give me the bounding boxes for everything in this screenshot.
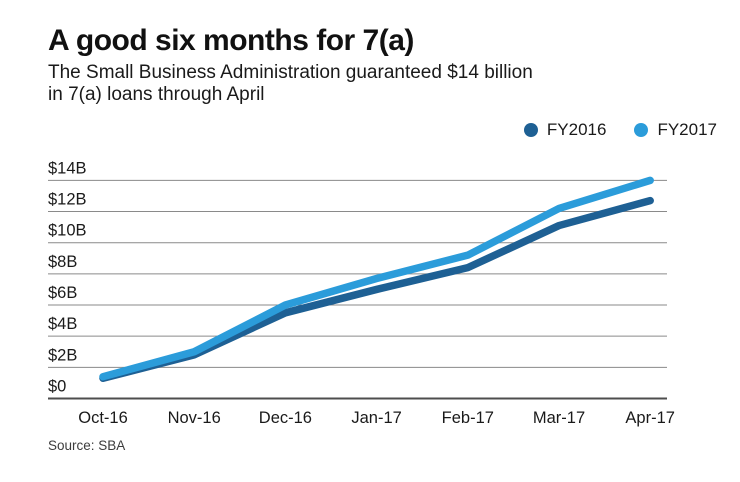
y-tick-label: $12B bbox=[48, 191, 87, 209]
chart-subtitle: The Small Business Administration guaran… bbox=[48, 62, 533, 106]
y-tick-label: $0 bbox=[48, 378, 66, 396]
y-tick-label: $6B bbox=[48, 284, 77, 302]
x-tick-label: Apr-17 bbox=[625, 409, 675, 427]
fy2016-dot-icon bbox=[523, 123, 538, 137]
legend-label-fy2017: FY2017 bbox=[657, 120, 717, 139]
y-gridlines bbox=[48, 179, 667, 400]
x-tick-label: Mar-17 bbox=[533, 409, 585, 427]
legend-label-fy2016: FY2016 bbox=[546, 120, 607, 139]
x-tick-label: Jan-17 bbox=[351, 409, 401, 427]
chart-legend: FY2016 FY2017 bbox=[523, 120, 717, 140]
y-axis-labels: $0 $2B $4B $6B $8B $10B $12B $14B bbox=[48, 159, 87, 395]
y-tick-label: $2B bbox=[48, 346, 77, 364]
y-tick-label: $14B bbox=[48, 159, 87, 177]
x-axis-labels: Oct-16 Nov-16 Dec-16 Jan-17 Feb-17 Mar-17 Apr-… bbox=[78, 409, 675, 427]
chart-subtitle-line1: The Small Business Administration guaran… bbox=[48, 62, 533, 83]
x-tick-label: Nov-16 bbox=[168, 409, 221, 427]
series-line-fy2017 bbox=[99, 176, 654, 381]
y-tick-label: $10B bbox=[48, 222, 87, 240]
legend-item-fy2016: FY2016 bbox=[523, 120, 607, 140]
legend-item-fy2017: FY2017 bbox=[634, 120, 717, 140]
source-note: Source: SBA bbox=[48, 438, 126, 453]
x-tick-label: Dec-16 bbox=[259, 409, 312, 427]
chart-title: A good six months for 7(a) bbox=[48, 24, 414, 57]
x-tick-label: Feb-17 bbox=[442, 409, 494, 427]
fy2017-dot-icon bbox=[634, 123, 649, 137]
y-tick-label: $4B bbox=[48, 315, 77, 333]
x-tick-label: Oct-16 bbox=[78, 409, 128, 427]
chart-subtitle-line2: in 7(a) loans through April bbox=[48, 84, 265, 105]
y-tick-label: $8B bbox=[48, 253, 77, 271]
